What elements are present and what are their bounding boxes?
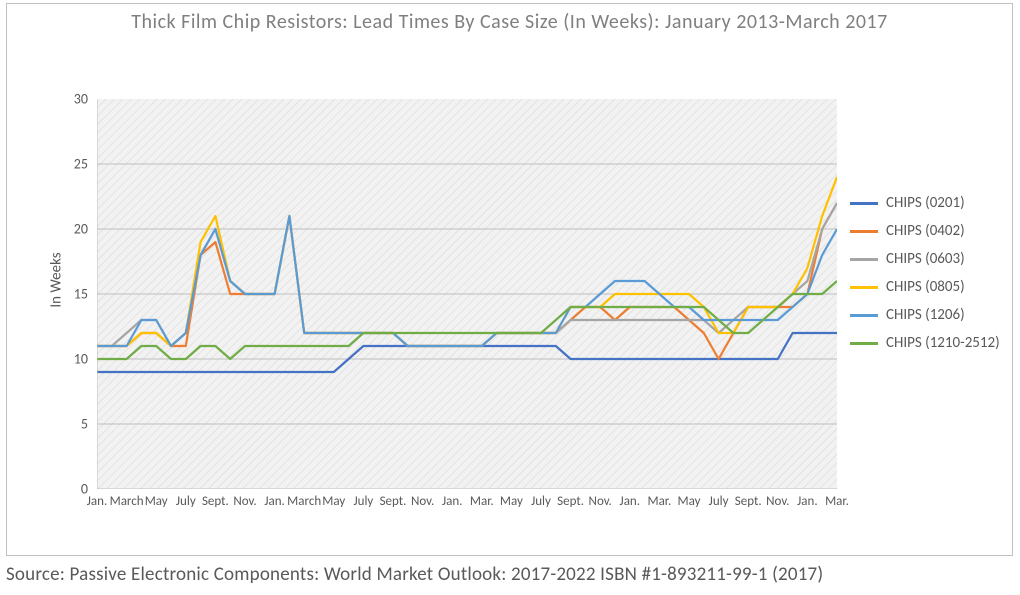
x-tick-label: Sept.: [202, 494, 229, 509]
legend-swatch: [850, 286, 878, 289]
legend-item: CHIPS (1206): [850, 306, 1000, 324]
x-tick-label: Mar.: [825, 494, 849, 509]
legend-swatch: [850, 230, 878, 233]
x-tick-label: Nov.: [589, 494, 612, 509]
x-tick-label: March: [287, 494, 321, 509]
legend-item: CHIPS (0603): [850, 250, 1000, 268]
x-tick-label: May: [322, 494, 345, 509]
x-tick-label: Jan.: [87, 494, 107, 509]
y-tick-label: 15: [74, 286, 88, 303]
x-tick-label: Sept.: [380, 494, 407, 509]
legend-swatch: [850, 314, 878, 317]
legend-label: CHIPS (1206): [886, 306, 965, 324]
x-tick-label: July: [176, 494, 196, 509]
legend: CHIPS (0201) CHIPS (0402) CHIPS (0603) CHIP…: [850, 184, 1000, 362]
legend-item: CHIPS (0402): [850, 222, 1000, 240]
x-tick-label: May: [145, 494, 168, 509]
legend-swatch: [850, 258, 878, 261]
x-tick-label: Nov.: [233, 494, 256, 509]
legend-label: CHIPS (0805): [886, 278, 965, 296]
y-tick-label: 5: [81, 416, 88, 433]
y-tick-label: 25: [74, 156, 88, 173]
legend-item: CHIPS (0201): [850, 194, 1000, 212]
legend-label: CHIPS (0603): [886, 250, 965, 268]
y-tick-label: 30: [74, 91, 88, 108]
x-tick-label: Sept.: [735, 494, 762, 509]
legend-label: CHIPS (0201): [886, 194, 965, 212]
y-axis-ticks: 051015202530: [62, 99, 92, 489]
y-tick-label: 10: [74, 351, 88, 368]
plot-area: [97, 99, 837, 489]
x-tick-label: Jan.: [264, 494, 284, 509]
x-tick-label: Mar.: [470, 494, 494, 509]
legend-swatch: [850, 202, 878, 205]
legend-label: CHIPS (1210-2512): [886, 334, 1000, 352]
source-citation: Source: Passive Electronic Components: W…: [6, 563, 823, 586]
x-tick-label: Sept.: [557, 494, 584, 509]
x-tick-label: July: [531, 494, 551, 509]
y-tick-label: 20: [74, 221, 88, 238]
chart-frame: Thick Film Chip Resistors: Lead Times By…: [6, 3, 1013, 556]
legend-label: CHIPS (0402): [886, 222, 965, 240]
x-tick-label: Jan.: [620, 494, 640, 509]
x-tick-label: Nov.: [766, 494, 789, 509]
chart-title: Thick Film Chip Resistors: Lead Times By…: [7, 4, 1012, 36]
legend-item: CHIPS (0805): [850, 278, 1000, 296]
plot-svg: [97, 99, 837, 489]
x-tick-label: March: [110, 494, 144, 509]
x-tick-label: May: [678, 494, 701, 509]
x-tick-label: Nov.: [411, 494, 434, 509]
legend-item: CHIPS (1210-2512): [850, 334, 1000, 352]
x-tick-label: Jan.: [442, 494, 462, 509]
x-tick-label: May: [500, 494, 523, 509]
x-axis-ticks: Jan.MarchMayJulySept.Nov.Jan.MarchMayJul…: [97, 494, 837, 518]
x-tick-label: Jan.: [797, 494, 817, 509]
legend-swatch: [850, 342, 878, 345]
x-tick-label: July: [709, 494, 729, 509]
x-tick-label: July: [353, 494, 373, 509]
x-tick-label: Mar.: [647, 494, 671, 509]
